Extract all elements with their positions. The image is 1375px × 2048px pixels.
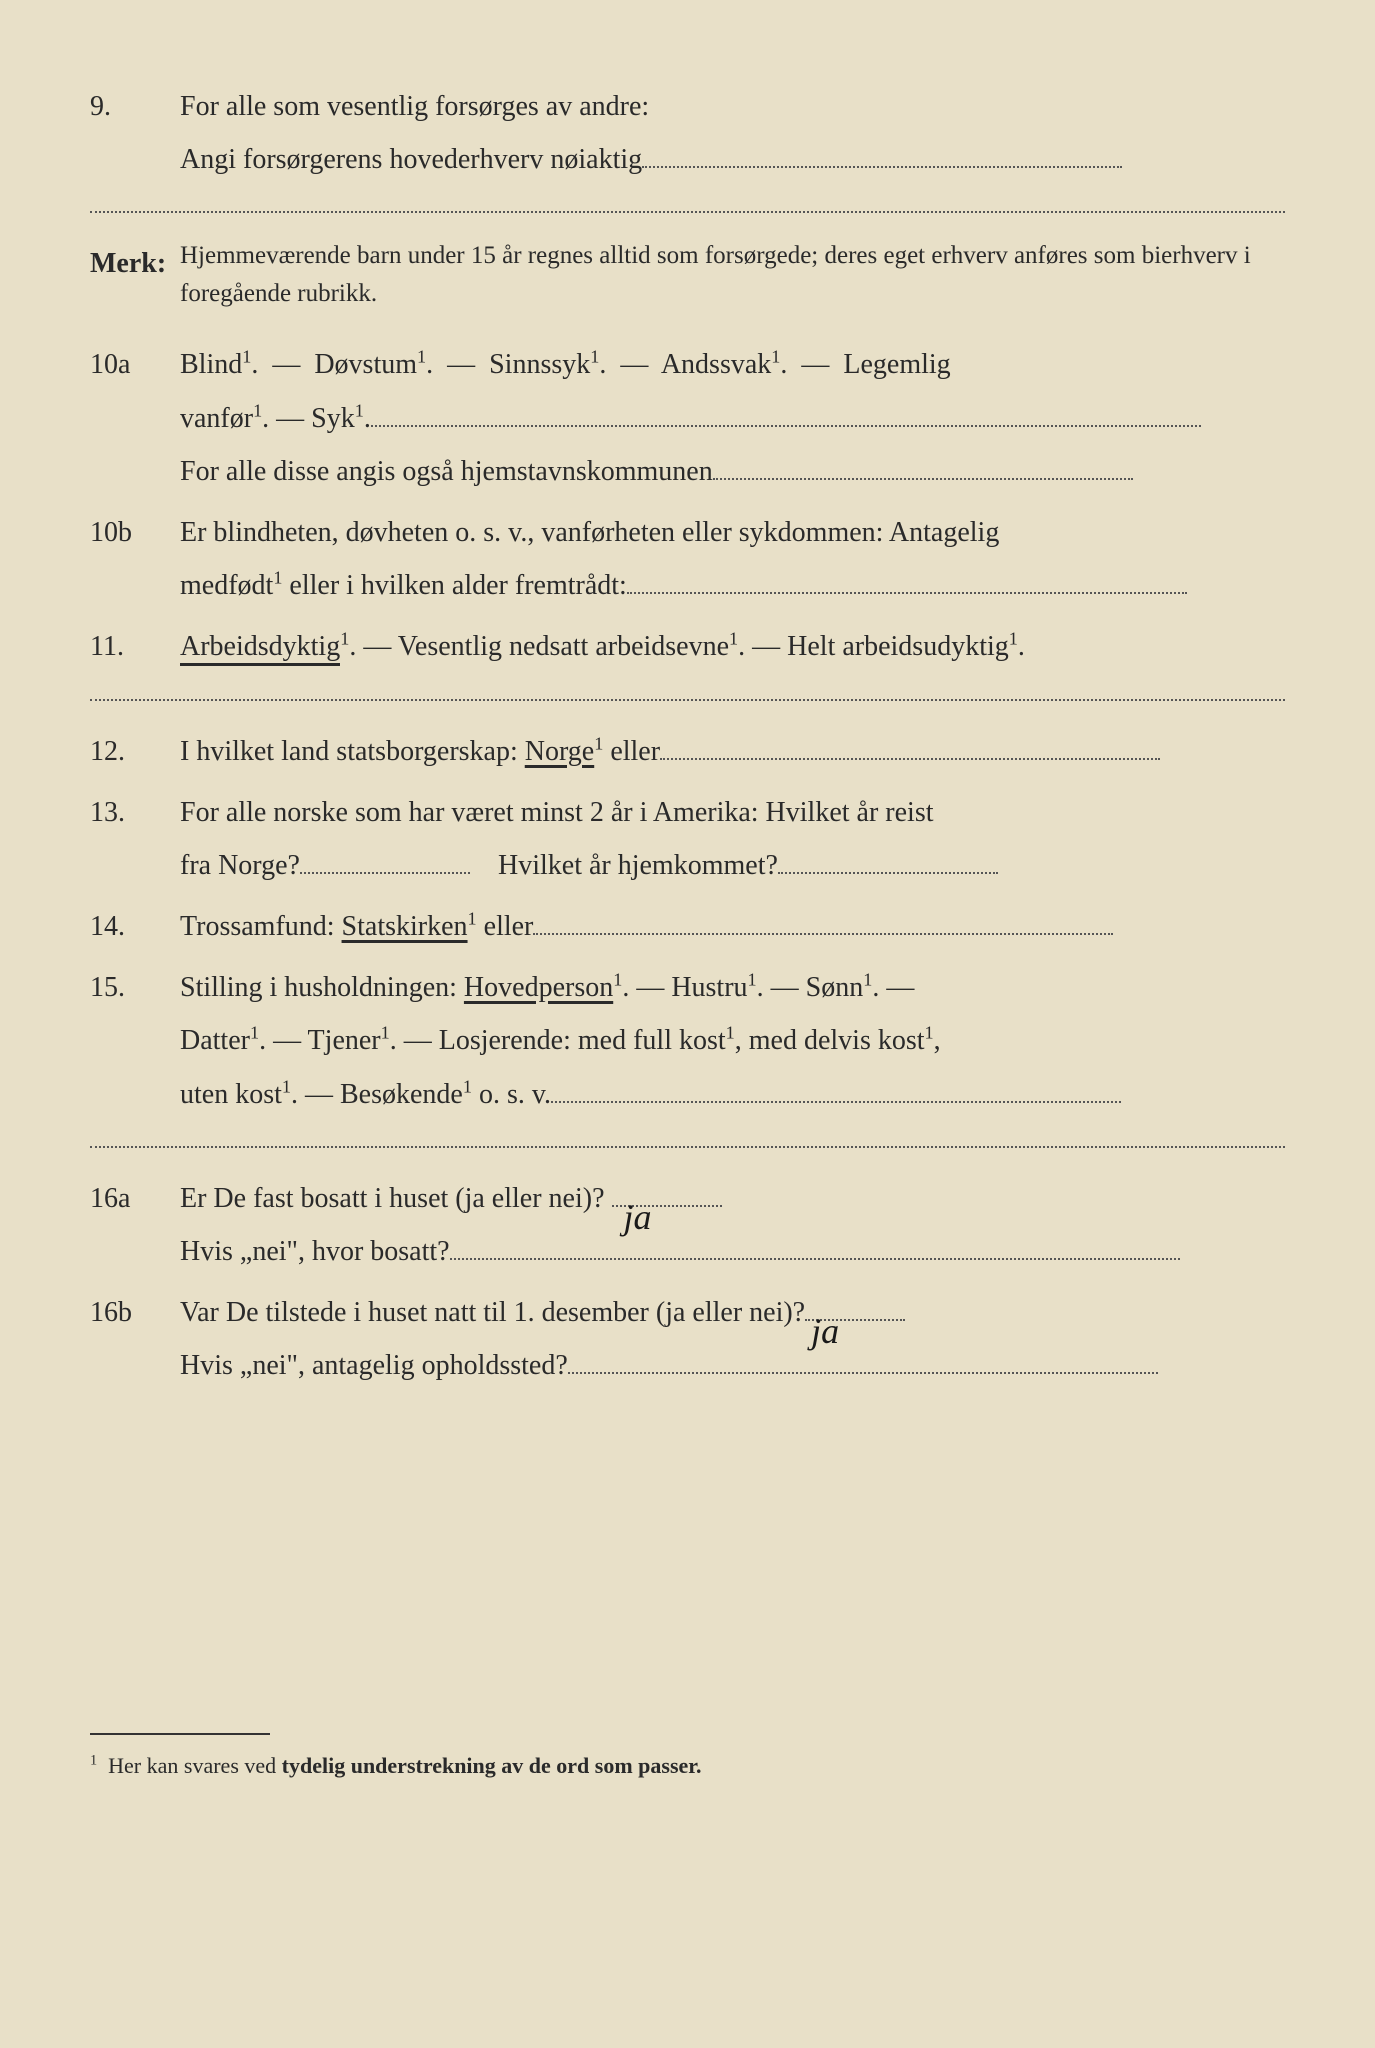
divider bbox=[90, 1145, 1285, 1148]
q10a-options-line1: Blind1. — Døvstum1. — Sinnssyk1. — Andss… bbox=[180, 338, 1285, 391]
q10a-options-line2: vanfør1. — Syk1. bbox=[180, 392, 1285, 445]
question-15: 15. Stilling i husholdningen: Hovedperso… bbox=[90, 961, 1285, 1121]
question-9: 9. For alle som vesentlig forsørges av a… bbox=[90, 80, 1285, 186]
blank-line bbox=[627, 592, 1187, 594]
q15-underlined: Hovedperson bbox=[464, 972, 613, 1003]
blank-line bbox=[533, 933, 1113, 935]
q16b-number: 16b bbox=[90, 1286, 180, 1339]
q14-underlined: Statskirken bbox=[342, 911, 468, 942]
question-12: 12. I hvilket land statsborgerskap: Norg… bbox=[90, 725, 1285, 778]
q12-number: 12. bbox=[90, 725, 180, 778]
divider bbox=[90, 210, 1285, 213]
blank-line bbox=[660, 758, 1160, 760]
q15-line1: Stilling i husholdningen: Hovedperson1. … bbox=[180, 961, 1285, 1014]
q15-line2: Datter1. — Tjener1. — Losjerende: med fu… bbox=[180, 1014, 1285, 1067]
q16a-line2: Hvis „nei", hvor bosatt? bbox=[180, 1225, 1285, 1278]
merk-note: Merk: Hjemmeværende barn under 15 år reg… bbox=[90, 237, 1285, 312]
q15-number: 15. bbox=[90, 961, 180, 1014]
q9-number: 9. bbox=[90, 80, 180, 133]
question-11: 11. Arbeidsdyktig1. — Vesentlig nedsatt … bbox=[90, 620, 1285, 673]
handwritten-answer: ja bbox=[624, 1183, 652, 1251]
handwritten-answer: ja bbox=[811, 1297, 839, 1365]
q10b-number: 10b bbox=[90, 506, 180, 559]
question-16b: 16b Var De tilstede i huset natt til 1. … bbox=[90, 1286, 1285, 1392]
merk-label: Merk: bbox=[90, 237, 180, 290]
question-10a: 10a Blind1. — Døvstum1. — Sinnssyk1. — A… bbox=[90, 338, 1285, 498]
q10a-number: 10a bbox=[90, 338, 180, 391]
blank-line bbox=[450, 1258, 1180, 1260]
answer-blank: ja bbox=[612, 1205, 722, 1207]
answer-blank: ja bbox=[805, 1319, 905, 1321]
q11-underlined: Arbeidsdyktig bbox=[180, 631, 340, 666]
q10b-line1: Er blindheten, døvheten o. s. v., vanfør… bbox=[180, 506, 1285, 559]
question-14: 14. Trossamfund: Statskirken1 eller bbox=[90, 900, 1285, 953]
blank-line bbox=[371, 425, 1201, 427]
footnote-marker: 1 bbox=[90, 1752, 97, 1768]
footnote: 1 Her kan svares ved tydelig understrekn… bbox=[90, 1745, 1285, 1787]
q13-line1: For alle norske som har været minst 2 år… bbox=[180, 786, 1285, 839]
census-form-page: 9. For alle som vesentlig forsørges av a… bbox=[0, 0, 1375, 1846]
footnote-rule bbox=[90, 1733, 270, 1735]
q16b-line2: Hvis „nei", antagelig opholdssted? bbox=[180, 1339, 1285, 1392]
q10a-line3: For alle disse angis også hjemstavnskomm… bbox=[180, 445, 1285, 498]
q16a-line1: Er De fast bosatt i huset (ja eller nei)… bbox=[180, 1172, 1285, 1225]
q12-underlined: Norge bbox=[525, 736, 594, 767]
blank-line bbox=[778, 872, 998, 874]
q15-line3: uten kost1. — Besøkende1 o. s. v. bbox=[180, 1068, 1285, 1121]
q9-line1: For alle som vesentlig forsørges av andr… bbox=[180, 80, 1285, 133]
q9-line2: Angi forsørgerens hovederhverv nøiaktig bbox=[180, 133, 1285, 186]
blank-line bbox=[300, 872, 470, 874]
question-16a: 16a Er De fast bosatt i huset (ja eller … bbox=[90, 1172, 1285, 1278]
question-10b: 10b Er blindheten, døvheten o. s. v., va… bbox=[90, 506, 1285, 612]
question-13: 13. For alle norske som har været minst … bbox=[90, 786, 1285, 892]
divider bbox=[90, 698, 1285, 701]
q14-number: 14. bbox=[90, 900, 180, 953]
blank-line bbox=[642, 166, 1122, 168]
q11-number: 11. bbox=[90, 620, 180, 673]
merk-text: Hjemmeværende barn under 15 år regnes al… bbox=[180, 237, 1285, 312]
q16a-number: 16a bbox=[90, 1172, 180, 1225]
blank-line bbox=[551, 1101, 1121, 1103]
q16b-line1: Var De tilstede i huset natt til 1. dese… bbox=[180, 1286, 1285, 1339]
q13-line2: fra Norge? Hvilket år hjemkommet? bbox=[180, 839, 1285, 892]
blank-line bbox=[568, 1372, 1158, 1374]
q13-number: 13. bbox=[90, 786, 180, 839]
blank-line bbox=[713, 478, 1133, 480]
q10b-line2: medfødt1 eller i hvilken alder fremtrådt… bbox=[180, 559, 1285, 612]
